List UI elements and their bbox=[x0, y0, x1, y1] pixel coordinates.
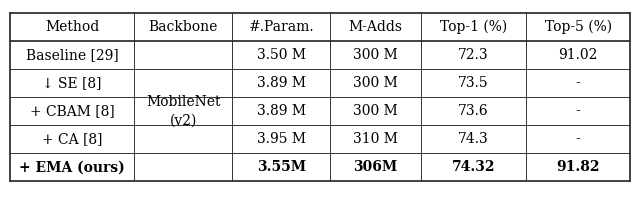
Text: 91.02: 91.02 bbox=[559, 48, 598, 62]
Text: 300 M: 300 M bbox=[353, 104, 398, 118]
Text: 3.50 M: 3.50 M bbox=[257, 48, 306, 62]
Text: -: - bbox=[576, 104, 580, 118]
Text: 306M: 306M bbox=[353, 160, 398, 174]
Text: #.Param.: #.Param. bbox=[248, 20, 314, 34]
Text: 72.3: 72.3 bbox=[458, 48, 489, 62]
Text: 91.82: 91.82 bbox=[556, 160, 600, 174]
Text: 300 M: 300 M bbox=[353, 48, 398, 62]
Text: + EMA (ours): + EMA (ours) bbox=[19, 160, 125, 174]
Text: -: - bbox=[576, 132, 580, 146]
Text: 73.5: 73.5 bbox=[458, 76, 489, 90]
Text: ↓ SE [8]: ↓ SE [8] bbox=[42, 76, 102, 90]
Text: Backbone: Backbone bbox=[148, 20, 218, 34]
Text: Method: Method bbox=[45, 20, 99, 34]
Text: -: - bbox=[576, 76, 580, 90]
Text: Baseline [29]: Baseline [29] bbox=[26, 48, 118, 62]
Text: 310 M: 310 M bbox=[353, 132, 398, 146]
Text: 73.6: 73.6 bbox=[458, 104, 489, 118]
Text: 74.3: 74.3 bbox=[458, 132, 489, 146]
Text: 3.55M: 3.55M bbox=[257, 160, 306, 174]
Text: Top-5 (%): Top-5 (%) bbox=[545, 20, 612, 34]
Text: + CA [8]: + CA [8] bbox=[42, 132, 102, 146]
Text: 3.95 M: 3.95 M bbox=[257, 132, 306, 146]
Text: M-Adds: M-Adds bbox=[349, 20, 403, 34]
Text: 300 M: 300 M bbox=[353, 76, 398, 90]
Text: 74.32: 74.32 bbox=[452, 160, 495, 174]
Text: 3.89 M: 3.89 M bbox=[257, 104, 306, 118]
Text: + CBAM [8]: + CBAM [8] bbox=[29, 104, 115, 118]
Text: MobileNet
(v2): MobileNet (v2) bbox=[146, 95, 221, 128]
Text: Top-1 (%): Top-1 (%) bbox=[440, 20, 507, 34]
Text: 3.89 M: 3.89 M bbox=[257, 76, 306, 90]
